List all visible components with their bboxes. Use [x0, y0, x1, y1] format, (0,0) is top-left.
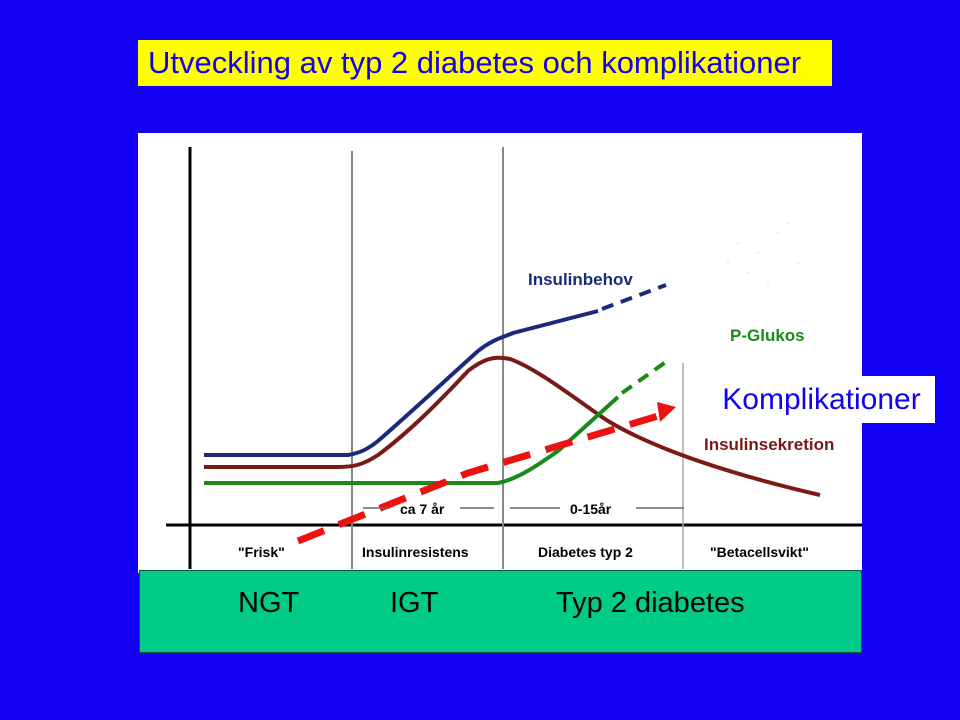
insulinsekretion-curve [204, 355, 821, 497]
duration-igt-label: ca 7 år [400, 501, 445, 517]
phase-label-diabetes-typ-2: Diabetes typ 2 [538, 544, 633, 560]
progression-diagram: Insulinbehov P-Glukos Insulinsekretion c… [166, 147, 862, 569]
insulinbehov-label: Insulinbehov [528, 270, 633, 289]
phase-label-insulinresistens: Insulinresistens [362, 544, 469, 560]
p-glukos-projection [620, 357, 672, 395]
insulinbehov-curve [204, 309, 599, 457]
insulinbehov-projection [601, 283, 667, 311]
p-glukos-curve [204, 395, 620, 485]
stage-ngt: NGT [238, 587, 300, 619]
komplikationer-arrowhead [657, 402, 676, 422]
phase-label-betacellsvikt: "Betacellsvikt" [710, 544, 809, 560]
scan-noise [727, 222, 799, 284]
komplikationer-arrow [296, 409, 670, 545]
insulinsekretion-label: Insulinsekretion [704, 435, 834, 454]
slide-title: Utveckling av typ 2 diabetes och komplik… [138, 40, 832, 86]
komplikationer-label: Komplikationer [708, 376, 935, 423]
stage-typ-2-diabetes: Typ 2 diabetes [556, 587, 745, 619]
duration-diabetes-label: 0-15år [570, 501, 612, 517]
phase-label-frisk: "Frisk" [238, 544, 285, 560]
diagram-panel: Insulinbehov P-Glukos Insulinsekretion c… [138, 133, 862, 573]
stage-igt: IGT [390, 587, 439, 619]
stage-band: NGT IGT Typ 2 diabetes [139, 570, 862, 653]
p-glukos-label: P-Glukos [730, 326, 805, 345]
